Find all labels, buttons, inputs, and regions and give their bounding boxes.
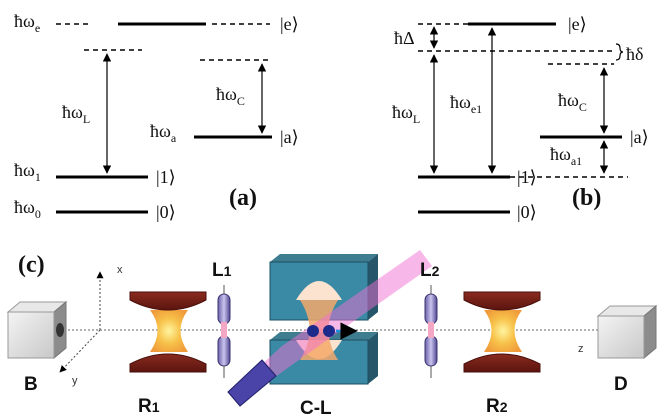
panel-b-tag: (b) bbox=[572, 185, 601, 211]
lens-L2 bbox=[424, 285, 438, 378]
panel-a: ħωe |e⟩ ħωL ħωC ħωa |a⟩ ħω1 |1⟩ ħω0 |0⟩ … bbox=[14, 11, 299, 222]
z-axis-label: z bbox=[578, 343, 584, 355]
laser-beam bbox=[238, 250, 432, 398]
b-label-omega-L: ħωL bbox=[392, 102, 420, 126]
panel-c: (c) x y z B R1 L1 bbox=[6, 250, 658, 418]
panel-a-tag: (a) bbox=[229, 185, 257, 211]
lens-L1 bbox=[217, 285, 231, 378]
b-label-delta: ħΔ bbox=[394, 28, 415, 48]
panel-c-tag: (c) bbox=[18, 252, 45, 278]
atom-source-box bbox=[6, 300, 68, 360]
label-omega-e: ħωe bbox=[14, 11, 40, 35]
b-label-small-delta: ħδ bbox=[626, 44, 643, 64]
b-label-omega-e1: ħωe1 bbox=[450, 92, 482, 116]
source-aperture bbox=[56, 323, 64, 337]
cavity-R1 bbox=[129, 291, 207, 373]
ket-1: |1⟩ bbox=[156, 167, 176, 187]
b-ket-0: |0⟩ bbox=[517, 202, 537, 222]
label-R2: R2 bbox=[486, 396, 508, 417]
label-omega-C: ħωC bbox=[216, 84, 245, 108]
label-omega-0: ħω0 bbox=[14, 197, 41, 221]
label-omega-L: ħωL bbox=[62, 102, 90, 126]
detector-box bbox=[596, 304, 658, 360]
label-CL: C-L bbox=[300, 398, 332, 418]
atom-2 bbox=[323, 325, 335, 337]
b-label-omega-C: ħωC bbox=[558, 90, 587, 114]
label-omega-1: ħω1 bbox=[14, 160, 41, 184]
laser-nozzle bbox=[227, 359, 277, 407]
ket-0: |0⟩ bbox=[156, 202, 176, 222]
label-B: B bbox=[24, 374, 38, 395]
b-ket-a: |a⟩ bbox=[630, 127, 649, 147]
label-R1: R1 bbox=[138, 396, 160, 417]
label-D: D bbox=[614, 374, 628, 395]
label-omega-a: ħωa bbox=[150, 121, 177, 145]
cavity-laser-CL bbox=[227, 250, 432, 407]
y-axis-label: y bbox=[72, 375, 78, 387]
x-axis-label: x bbox=[117, 264, 123, 276]
y-axis-arrow bbox=[59, 329, 101, 373]
b-ket-1: |1⟩ bbox=[517, 167, 537, 187]
ket-a: |a⟩ bbox=[280, 127, 299, 147]
panel-b: ħΔ ħδ |e⟩ ħωL ħωe1 ħωC |a⟩ ħωa1 |1⟩ |0⟩ … bbox=[392, 14, 649, 222]
ket-e: |e⟩ bbox=[280, 14, 299, 34]
label-L1: L1 bbox=[212, 260, 232, 281]
b-ket-e: |e⟩ bbox=[568, 14, 587, 34]
label-L2: L2 bbox=[420, 260, 440, 281]
atom-1 bbox=[307, 325, 319, 337]
cavity-R2 bbox=[463, 291, 541, 373]
b-small-delta-brace bbox=[615, 43, 624, 61]
b-label-omega-a1: ħωa1 bbox=[550, 144, 582, 168]
